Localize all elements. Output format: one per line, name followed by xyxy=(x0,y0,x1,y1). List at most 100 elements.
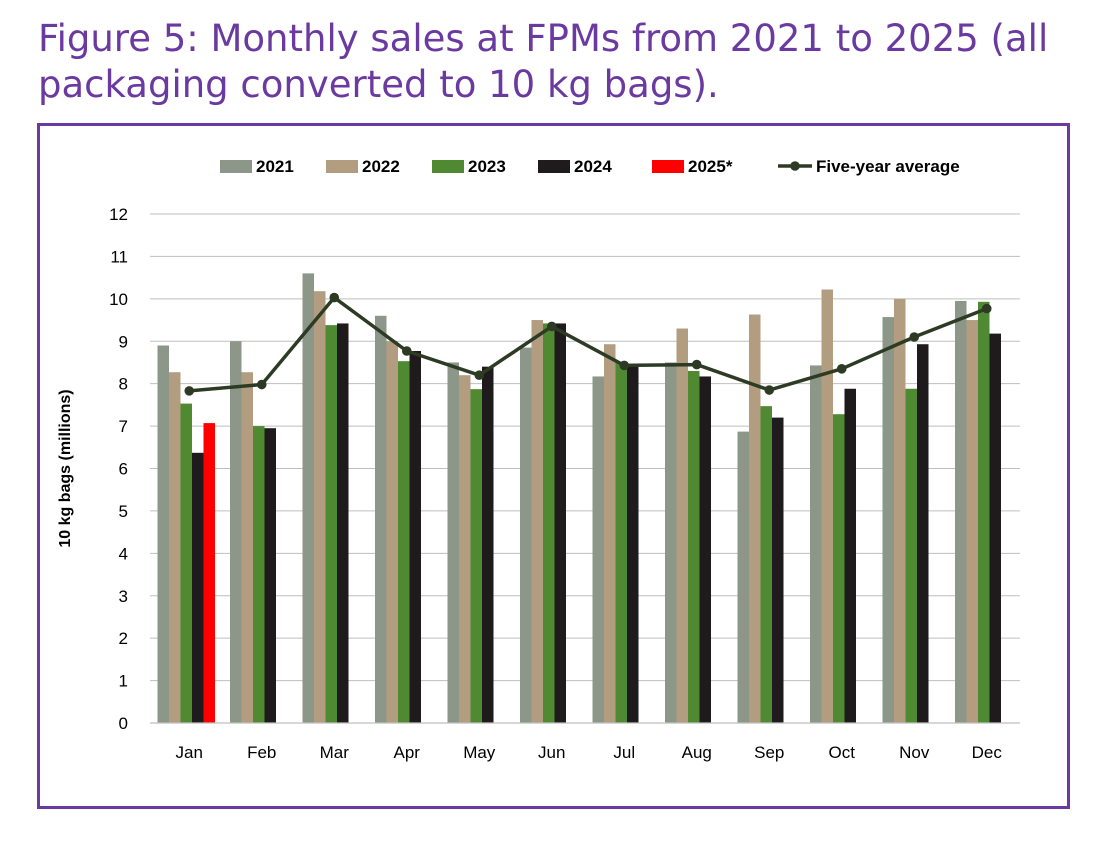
bar-2023-nov xyxy=(905,388,917,723)
bar-2022-apr xyxy=(386,341,398,723)
bar-2022-oct xyxy=(821,289,833,723)
legend-swatch-2024 xyxy=(538,160,570,173)
bar-2023-jan xyxy=(180,403,192,723)
legend-label-average: Five-year average xyxy=(816,157,960,176)
bar-2023-feb xyxy=(253,426,265,723)
bar-2022-dec xyxy=(966,320,978,723)
y-tick-label: 1 xyxy=(119,672,128,691)
y-tick-label: 4 xyxy=(119,544,128,563)
bar-2024-dec xyxy=(989,333,1001,723)
y-tick-label: 11 xyxy=(110,247,128,266)
legend-label-2022: 2022 xyxy=(362,157,400,176)
bar-2022-sep xyxy=(749,314,761,723)
average-point-nov xyxy=(909,332,920,342)
figure-title-line-2: packaging converted to 10 kg bags). xyxy=(38,63,719,106)
bar-2021-jan xyxy=(157,345,169,723)
bar-2021-feb xyxy=(230,341,242,723)
bar-2022-jan xyxy=(169,372,181,723)
bar-2022-feb xyxy=(241,372,253,723)
y-tick-label: 10 xyxy=(109,290,128,309)
bar-2023-mar xyxy=(325,325,337,723)
bar-2021-aug xyxy=(665,362,677,723)
y-tick-label: 5 xyxy=(119,502,128,521)
average-point-may xyxy=(474,370,485,380)
bar-2024-may xyxy=(482,366,494,723)
y-tick-label: 6 xyxy=(119,460,128,479)
bar-2021-may xyxy=(447,362,459,723)
bar-2023-jul xyxy=(615,362,627,723)
legend-marker-average xyxy=(790,161,800,171)
gridlines xyxy=(150,213,1020,682)
x-tick-label: Jul xyxy=(613,743,635,762)
y-tick-label: 0 xyxy=(119,714,128,733)
legend-swatch-2023 xyxy=(432,160,464,173)
bar-2021-jul xyxy=(592,376,604,723)
x-tick-label: Apr xyxy=(394,743,421,762)
y-tick-label: 3 xyxy=(119,587,128,606)
bar-2022-nov xyxy=(894,298,906,723)
legend: 2021 2022 2023 2024 2025* Five-year average xyxy=(220,157,960,176)
x-tick-label: Jan xyxy=(176,743,203,762)
legend-label-2025: 2025* xyxy=(688,157,733,176)
bar-2021-dec xyxy=(955,300,967,723)
x-tick-label: Oct xyxy=(829,743,856,762)
average-point-apr xyxy=(401,346,412,356)
x-tick-label: Jun xyxy=(538,743,565,762)
y-tick-label: 8 xyxy=(119,375,128,394)
bar-2021-apr xyxy=(375,315,387,723)
figure-title: Figure 5: Monthly sales at FPMs from 202… xyxy=(38,16,1088,108)
figure-title-line-1: Figure 5: Monthly sales at FPMs from 202… xyxy=(38,17,1049,60)
y-tick-label: 7 xyxy=(119,417,128,436)
bar-2024-aug xyxy=(699,376,711,723)
x-tick-label: Dec xyxy=(972,743,1003,762)
average-point-oct xyxy=(836,364,847,374)
average-point-dec xyxy=(981,303,992,314)
bar-2024-oct xyxy=(844,388,856,723)
bar-2023-aug xyxy=(688,370,700,723)
bar-2023-jun xyxy=(543,323,555,723)
average-point-mar xyxy=(329,292,340,303)
average-point-feb xyxy=(256,379,267,390)
legend-label-2023: 2023 xyxy=(468,157,506,176)
average-point-aug xyxy=(691,359,702,370)
average-point-jul xyxy=(619,360,630,371)
average-point-jan xyxy=(184,386,195,396)
average-point-jun xyxy=(546,321,557,332)
bar-2023-apr xyxy=(398,361,410,723)
bar-2021-nov xyxy=(882,317,894,723)
average-line-group xyxy=(184,292,992,396)
legend-label-2024: 2024 xyxy=(574,157,612,176)
bar-2023-oct xyxy=(833,414,845,723)
bar-2024-apr xyxy=(409,351,421,723)
average-line xyxy=(189,295,988,393)
bar-2024-jan xyxy=(192,452,204,723)
y-tick-label: 2 xyxy=(119,629,128,648)
x-tick-label: Sep xyxy=(754,743,784,762)
bar-2023-dec xyxy=(978,301,990,723)
legend-swatch-2021 xyxy=(220,160,252,173)
bar-2022-may xyxy=(459,375,471,723)
y-tick-label: 12 xyxy=(109,205,128,224)
x-tick-label: May xyxy=(463,743,496,762)
bar-2024-feb xyxy=(264,428,276,723)
y-tick-label: 9 xyxy=(119,332,128,351)
bar-2022-jun xyxy=(531,320,543,723)
bar-2024-nov xyxy=(917,344,929,723)
x-tick-label: Nov xyxy=(899,743,930,762)
legend-label-2021: 2021 xyxy=(256,157,294,176)
x-tick-label: Aug xyxy=(682,743,712,762)
average-point-sep xyxy=(764,385,775,395)
chart-frame: 0 1 2 3 4 5 6 7 8 9 10 11 12 10 kg bags (millions) Jan… xyxy=(37,123,1070,809)
bar-2021-jun xyxy=(520,347,532,723)
bar-2023-may xyxy=(470,389,482,723)
bar-2024-sep xyxy=(772,417,784,723)
bar-2023-sep xyxy=(760,406,772,723)
bar-2025-jan xyxy=(203,423,215,723)
x-tick-label: Mar xyxy=(320,743,350,762)
bar-2022-aug xyxy=(676,328,688,723)
bar-2022-mar xyxy=(314,291,326,723)
bar-2021-oct xyxy=(810,365,822,723)
bars xyxy=(157,273,1001,723)
